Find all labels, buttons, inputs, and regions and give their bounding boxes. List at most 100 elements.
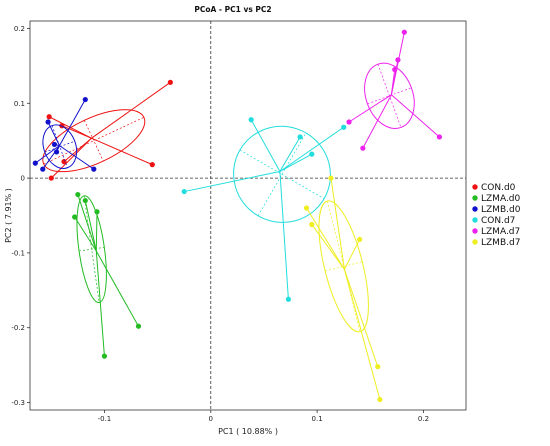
data-point (82, 197, 88, 204)
centroid-spoke (279, 171, 289, 300)
data-point (309, 151, 315, 157)
data-point (94, 209, 100, 215)
data-point (297, 134, 303, 140)
data-point (82, 96, 88, 103)
ellipse-minor-axis (83, 195, 100, 303)
series-layer (32, 29, 443, 403)
data-point (72, 214, 78, 220)
x-axis-title: PC1 ( 10.88% ) (218, 427, 278, 436)
y-tick-label: 0 (21, 175, 25, 183)
plot-area (29, 20, 467, 411)
centroid-spoke (362, 94, 392, 149)
series-lzma-d0 (72, 191, 142, 359)
ellipse-minor-axis (327, 200, 361, 332)
legend-label: LZMB.d7 (481, 238, 520, 248)
data-point (395, 57, 401, 63)
ellipse-major-axis (44, 140, 75, 153)
centroid-spoke (95, 211, 98, 252)
ellipse-minor-axis (377, 64, 402, 128)
centroid-spoke (306, 207, 345, 270)
centroid-spoke (311, 224, 345, 270)
data-point (248, 117, 254, 123)
centroid-spoke (343, 269, 381, 400)
data-point (285, 296, 292, 302)
centroid-spoke (279, 136, 301, 172)
x-axis: -0.1 0 0.1 0.2 (98, 410, 429, 423)
data-point (135, 323, 142, 329)
ellipse-major-axis (43, 117, 145, 165)
y-tick-label: -0.1 (11, 249, 25, 257)
legend-marker (472, 206, 478, 212)
series-lzma-d7 (346, 29, 443, 151)
data-point (377, 396, 383, 403)
data-point (75, 191, 81, 198)
data-point (45, 119, 51, 125)
ellipse-minor-axis (84, 120, 104, 162)
data-point (357, 236, 363, 243)
legend-label: CON.d0 (481, 183, 516, 193)
data-point (181, 188, 187, 195)
legend-item: CON.d0 (472, 183, 516, 193)
centroid-spoke (391, 94, 440, 138)
y-tick-label: -0.2 (11, 324, 25, 332)
data-point (401, 29, 407, 35)
centroid-spoke (91, 137, 153, 166)
legend-item: LZMA.d0 (472, 194, 521, 204)
centroid-spoke (279, 153, 313, 172)
centroid-spoke (279, 126, 344, 172)
data-point (436, 134, 443, 140)
data-point (46, 114, 52, 120)
legend-item: LZMB.d0 (472, 205, 521, 215)
data-point (328, 175, 334, 181)
legend-label: LZMB.d0 (481, 205, 521, 215)
legend-marker (472, 184, 478, 190)
plot-frame (29, 20, 467, 411)
centroid-spoke (390, 32, 405, 95)
chart-title: PCoA - PC1 vs PC2 (194, 5, 271, 14)
legend-label: CON.d7 (481, 216, 515, 226)
data-point (167, 79, 173, 85)
data-point (341, 124, 347, 130)
y-tick-label: 0.1 (14, 100, 25, 108)
centroid-spoke (348, 94, 392, 123)
data-point (91, 166, 97, 172)
centroid-spoke (47, 121, 60, 146)
data-point (360, 145, 366, 151)
legend-marker (472, 239, 478, 245)
centroid-spoke (95, 250, 105, 357)
legend-marker (472, 195, 478, 201)
centroid-spoke (63, 137, 92, 163)
data-point (309, 221, 315, 228)
centroid-spoke (59, 99, 86, 146)
y-axis-title: PC2 ( 7.91% ) (4, 188, 13, 243)
legend-label: LZMA.d0 (481, 194, 521, 204)
x-tick-label: -0.1 (98, 415, 112, 423)
data-point (375, 364, 381, 370)
centroid-spoke (84, 200, 97, 252)
centroid-spoke (74, 216, 97, 252)
centroid-spoke (77, 194, 97, 252)
data-point (61, 159, 67, 165)
data-point (346, 119, 352, 125)
series-lzmb-d0 (32, 96, 97, 172)
data-point (32, 160, 38, 166)
data-point (51, 141, 58, 148)
data-point (392, 67, 398, 73)
data-point (149, 162, 155, 168)
centroid-spoke (35, 145, 60, 164)
legend-item: LZMB.d7 (472, 238, 520, 248)
data-point (48, 175, 54, 181)
data-point (53, 149, 60, 155)
legend-label: LZMA.d7 (481, 227, 520, 237)
centroid-spoke (61, 125, 92, 139)
x-tick-label: 0 (209, 415, 213, 423)
y-axis: 0.2 0.1 0 -0.1 -0.2 -0.3 (11, 25, 30, 407)
legend-item: CON.d7 (472, 216, 515, 226)
legend-marker (472, 217, 478, 223)
centroid-spoke (330, 178, 345, 270)
centroid-spoke (95, 250, 139, 327)
centroid-spoke (250, 119, 281, 172)
data-point (40, 166, 46, 172)
